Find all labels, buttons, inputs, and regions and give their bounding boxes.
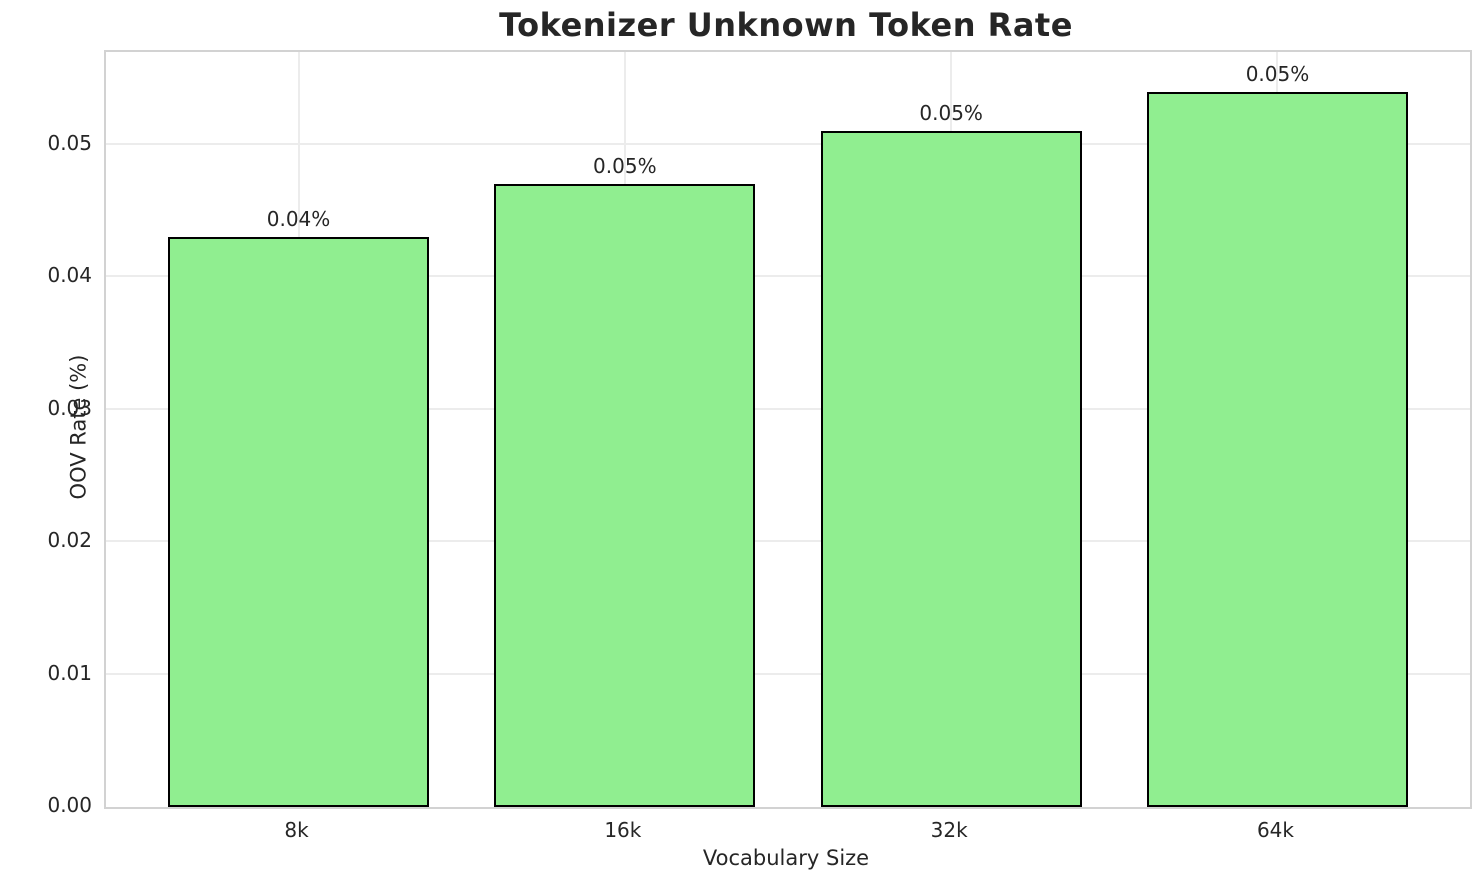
x-tick-label: 64k: [1256, 818, 1294, 842]
bar-value-label: 0.05%: [919, 101, 983, 126]
y-tick-label: 0.05: [47, 130, 92, 155]
bar-8k: [168, 237, 430, 807]
x-axis-label: Vocabulary Size: [702, 846, 870, 870]
chart-title: Tokenizer Unknown Token Rate: [499, 6, 1073, 44]
horizontal-gridline: [106, 407, 1470, 410]
y-tick-label: 0.03: [47, 395, 92, 420]
bar-16k: [494, 184, 756, 807]
x-tick-label: 32k: [930, 818, 968, 842]
x-tick-label: 16k: [604, 818, 642, 842]
bar-64k: [1146, 91, 1408, 807]
y-axis-label: OOV Rate (%): [66, 354, 91, 500]
bar-value-label: 0.05%: [593, 154, 657, 179]
bar-value-label: 0.05%: [1245, 61, 1310, 86]
y-tick-label: 0.02: [47, 528, 92, 553]
horizontal-gridline: [106, 540, 1470, 543]
y-tick-label: 0.01: [47, 660, 92, 685]
y-tick-label: 0.04: [47, 263, 92, 288]
y-tick-label: 0.00: [47, 793, 92, 817]
bar-32k: [820, 131, 1082, 807]
bar-value-label: 0.04%: [266, 207, 331, 232]
horizontal-gridline: [106, 275, 1470, 278]
plot-area: 0.04% 0.05% 0.05% 0.05%: [104, 50, 1472, 809]
horizontal-gridline: [106, 672, 1470, 675]
x-tick-label: 8k: [284, 818, 309, 842]
horizontal-gridline: [106, 142, 1470, 145]
